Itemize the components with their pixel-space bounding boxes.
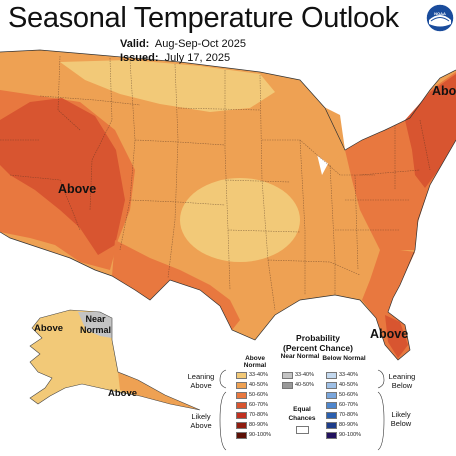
legend-near-label-0: 33-40% — [295, 372, 314, 378]
label-near-normal-alaska: Near Normal — [80, 314, 111, 336]
noaa-logo: NOAA — [426, 4, 454, 32]
florida-60-70-region — [385, 315, 408, 358]
legend-equal-chances-label: Equal Chances — [288, 406, 316, 422]
legend-below-swatch-6 — [326, 432, 337, 439]
legend-below-swatch-4 — [326, 412, 337, 419]
legend-above-head: Above Normal — [243, 355, 267, 369]
label-above-alaska-west: Above — [34, 323, 64, 334]
noaa-logo-text: NOAA — [434, 11, 446, 16]
legend-above-swatch-4 — [236, 412, 247, 419]
legend-below-swatch-2 — [326, 392, 337, 399]
legend-below-label-1: 40-50% — [339, 382, 358, 388]
new-england-60-70-region — [405, 74, 456, 188]
legend-below-swatch-3 — [326, 402, 337, 409]
valid-value: Aug-Sep-Oct 2025 — [154, 38, 246, 50]
legend-near-swatch-1 — [282, 382, 293, 389]
legend-title: Probability (Percent Chance) — [273, 333, 363, 353]
central-lighter-region — [180, 178, 300, 262]
legend-likely-below: Likely Below — [390, 410, 412, 428]
legend-above-swatch-3 — [236, 402, 247, 409]
alaska-north-near-normal-region — [78, 312, 112, 338]
label-above-northeast: Abo — [432, 84, 456, 98]
legend-above-label-4: 70-80% — [249, 412, 268, 418]
legend-above-label-5: 80-90% — [249, 422, 268, 428]
valid-label: Valid: — [120, 38, 150, 50]
label-above-alaska-south: Above — [108, 388, 138, 399]
legend-title-line1: Probability — [296, 333, 340, 343]
legend-below-label-3: 60-70% — [339, 402, 358, 408]
legend-below-swatch-0 — [326, 372, 337, 379]
legend-title-line2: (Percent Chance) — [283, 343, 353, 353]
issued-line: Issued: July 17, 2025 — [120, 52, 230, 64]
legend-below-label-4: 70-80% — [339, 412, 358, 418]
legend-near-label-1: 40-50% — [295, 382, 314, 388]
map-title: Seasonal Temperature Outlook — [8, 2, 399, 34]
alaska-shape — [30, 310, 200, 410]
issued-label: Issued: — [120, 52, 159, 64]
legend-near-head: Near Normal — [280, 353, 320, 360]
legend-below-head: Below Normal — [322, 355, 366, 362]
legend-below-label-2: 50-60% — [339, 392, 358, 398]
near-normal-line1: Near — [85, 314, 106, 324]
west-core-60-70-region — [0, 98, 125, 255]
legend-above-swatch-2 — [236, 392, 247, 399]
legend-above-label-1: 40-50% — [249, 382, 268, 388]
legend-leaning-above: Leaning Above — [187, 372, 215, 390]
legend-above-label-2: 50-60% — [249, 392, 268, 398]
near-normal-line2: Normal — [80, 325, 112, 335]
label-above-west: Above — [58, 182, 97, 196]
label-above-southeast: Above — [370, 327, 409, 341]
legend-above-swatch-1 — [236, 382, 247, 389]
alaska-south-40-50-region — [118, 372, 200, 410]
alaska-outline — [29, 309, 201, 411]
legend-above-swatch-6 — [236, 432, 247, 439]
legend-below-label-5: 80-90% — [339, 422, 358, 428]
legend-below-label-0: 33-40% — [339, 372, 358, 378]
legend-above-swatch-5 — [236, 422, 247, 429]
legend-above-label-0: 33-40% — [249, 372, 268, 378]
north-central-lighter-region — [60, 60, 275, 112]
south-central-50-60-region — [112, 240, 240, 330]
legend-above-label-6: 90-100% — [249, 432, 272, 438]
legend-below-label-6: 90-100% — [339, 432, 362, 438]
coastline-outline — [0, 49, 456, 361]
issued-value: July 17, 2025 — [164, 52, 231, 64]
legend-leaning-below: Leaning Below — [388, 372, 416, 390]
legend-near-swatch-0 — [282, 372, 293, 379]
state-borders — [0, 55, 431, 311]
legend-below-swatch-5 — [326, 422, 337, 429]
legend-above-label-3: 60-70% — [249, 402, 268, 408]
legend-likely-above: Likely Above — [190, 412, 212, 430]
great-lakes-light-region — [290, 105, 345, 165]
legend-equal-chances-swatch — [296, 426, 309, 434]
valid-line: Valid: Aug-Sep-Oct 2025 — [120, 38, 246, 50]
legend-above-swatch-0 — [236, 372, 247, 379]
legend-below-swatch-1 — [326, 382, 337, 389]
